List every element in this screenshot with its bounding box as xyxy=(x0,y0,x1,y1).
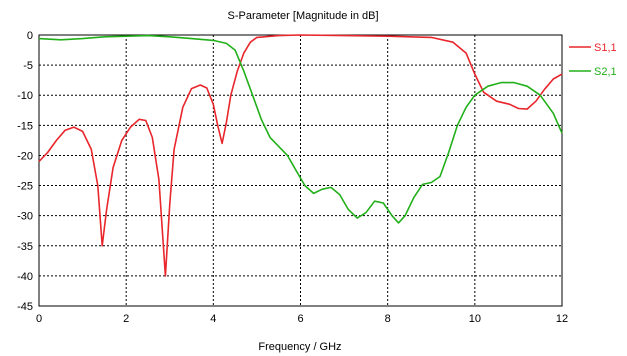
y-tick-label: -15 xyxy=(17,120,33,132)
grid-lines xyxy=(39,35,562,306)
y-tick-label: -10 xyxy=(17,90,33,102)
axis-ticks: 0-5-10-15-20-25-30-35-40-450 2 4 6 8 10 12 xyxy=(17,30,568,325)
x-tick-label: 8 xyxy=(385,313,391,325)
y-tick-label: -35 xyxy=(17,241,33,253)
x-tick-label: 10 xyxy=(469,313,481,325)
x-tick-label: 6 xyxy=(297,313,303,325)
y-tick-label: -40 xyxy=(17,271,33,283)
legend: S1,1 S2,1 xyxy=(569,42,617,78)
chart-title: S-Parameter [Magnitude in dB] xyxy=(227,10,378,22)
y-tick-label: 0 xyxy=(27,30,33,42)
series-line-s11 xyxy=(38,34,563,277)
y-tick-label: -20 xyxy=(17,150,33,162)
series-line-s21 xyxy=(38,34,563,224)
x-axis-title: Frequency / GHz xyxy=(258,341,341,353)
series-lines xyxy=(38,34,563,277)
legend-label: S2,1 xyxy=(594,66,617,78)
legend-label: S1,1 xyxy=(594,42,617,54)
y-tick-label: -45 xyxy=(17,301,33,313)
x-tick-label: 2 xyxy=(123,313,129,325)
x-tick-label: 0 xyxy=(36,313,42,325)
x-tick-label: 4 xyxy=(210,313,216,325)
x-tick-label: 12 xyxy=(556,313,568,325)
y-tick-label: -30 xyxy=(17,211,33,223)
y-tick-label: -25 xyxy=(17,181,33,193)
y-tick-label: -5 xyxy=(23,60,33,72)
